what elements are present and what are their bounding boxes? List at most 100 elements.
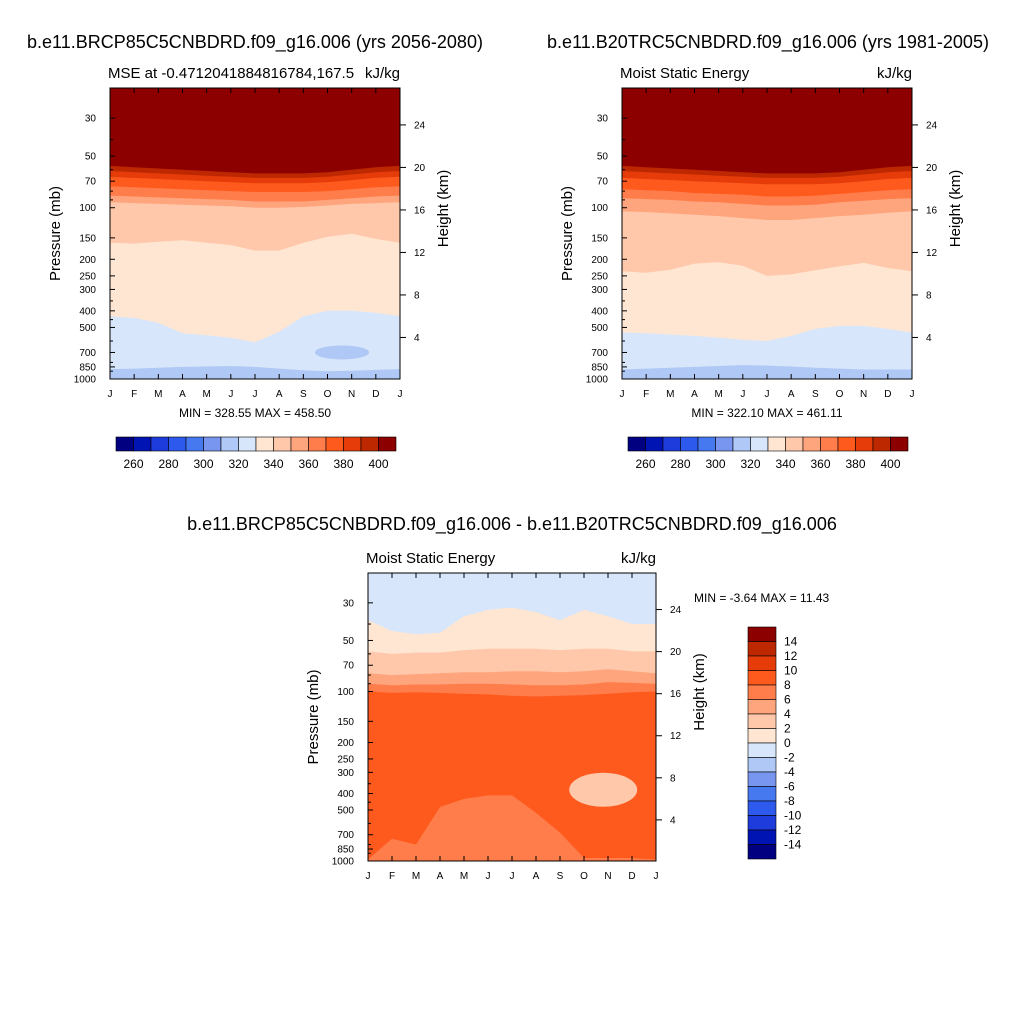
pressure-tick-label: 700 [337,830,354,841]
month-label: D [884,389,891,400]
pressure-tick-label: 150 [591,233,608,244]
pressure-tick-label: 400 [337,789,354,800]
colorbar-label: 400 [368,457,388,471]
colorbar-label: 14 [784,635,798,649]
colorbar-box [890,436,909,452]
colorbar-box [747,742,777,758]
colorbar-label: 260 [123,457,143,471]
colorbar-label: 10 [784,664,798,678]
colorbar-label: 12 [784,649,798,663]
colorbar-box [747,641,777,657]
month-label: N [604,871,611,882]
colorbar-label: 380 [845,457,865,471]
colorbar-box [767,436,786,452]
pressure-tick-label: 1000 [74,375,97,386]
height-tick-label: 12 [414,248,426,259]
colorbar-label: 6 [784,693,791,707]
colorbar-label: -12 [784,823,802,837]
month-label: A [788,389,795,400]
month-label: O [324,389,332,400]
colorbar-label: -14 [784,838,802,852]
colorbar-box [697,436,716,452]
pressure-tick-label: 700 [591,348,608,359]
colorbar-label: 280 [158,457,178,471]
colorbar-box [645,436,664,452]
pressure-tick-label: 250 [337,754,354,765]
pressure-tick-label: 50 [597,152,609,163]
colorbar-label: 360 [810,457,830,471]
pressure-tick-label: 500 [591,323,608,334]
height-tick-label: 20 [670,647,682,658]
month-label: J [108,389,113,400]
left-string: Moist Static Energy [620,65,750,82]
colorbar-label: 340 [775,457,795,471]
height-tick-label: 4 [414,333,420,344]
contour-fills [110,88,400,379]
month-label: J [620,389,625,400]
right-string: kJ/kg [365,65,400,82]
colorbar-label: 300 [705,457,725,471]
height-tick-label: 20 [414,163,426,174]
month-label: J [765,389,770,400]
month-label: M [460,871,468,882]
month-label: J [398,389,403,400]
min-max-label: MIN = 328.55 MAX = 458.50 [179,406,331,420]
chart-panel-present: b.e11.B20TRC5CNBDRD.f09_g16.006 (yrs 198… [547,32,989,471]
colorbar-box [750,436,769,452]
colorbar-label: 0 [784,736,791,750]
month-label: F [389,871,395,882]
height-tick-label: 8 [670,773,676,784]
month-label: A [276,389,283,400]
contour-fills [622,88,912,379]
pressure-tick-label: 100 [337,687,354,698]
colorbar-box [115,436,134,452]
pressure-tick-label: 30 [343,598,355,609]
colorbar-box [308,436,327,452]
colorbar-box [747,713,777,729]
colorbar-box [747,626,777,642]
pressure-tick-label: 150 [79,233,96,244]
colorbar-box [747,699,777,715]
colorbar: 260 280 300 320 340 360 380 400 [115,436,397,471]
pressure-tick-label: 500 [337,805,354,816]
height-tick-label: 4 [670,815,676,826]
colorbar-label: -8 [784,794,795,808]
height-tick-label: 4 [926,333,932,344]
colorbar-box [747,829,777,845]
month-label: A [691,389,698,400]
pressure-tick-label: 850 [337,845,354,856]
month-label: O [836,389,844,400]
month-label: J [228,389,233,400]
height-tick-label: 16 [926,205,938,216]
chart-title: b.e11.BRCP85C5CNBDRD.f09_g16.006 (yrs 20… [27,32,483,53]
colorbar-box [255,436,274,452]
pressure-tick-label: 100 [591,203,608,214]
colorbar-label: 320 [228,457,248,471]
month-label: S [300,389,307,400]
month-label: F [643,389,649,400]
colorbar-box [747,771,777,787]
colorbar-box [747,684,777,700]
colorbar-box [802,436,821,452]
right-string: kJ/kg [877,65,912,82]
month-label: J [366,871,371,882]
height-tick-label: 12 [926,248,938,259]
colorbar-label: -6 [784,780,795,794]
contour-region-400 [622,88,912,174]
colorbar-label: 260 [635,457,655,471]
colorbar-box [747,815,777,831]
pressure-tick-label: 30 [597,114,609,125]
month-label: N [348,389,355,400]
colorbar-box [785,436,804,452]
colorbar-label: 360 [298,457,318,471]
month-label: J [654,871,659,882]
right-string: kJ/kg [621,550,656,567]
height-tick-label: 24 [414,120,426,131]
colorbar-box [662,436,681,452]
contour-region-400 [110,88,400,174]
height-tick-label: 20 [926,163,938,174]
month-label: M [412,871,420,882]
colorbar-box [168,436,187,452]
colorbar-label: -10 [784,809,802,823]
